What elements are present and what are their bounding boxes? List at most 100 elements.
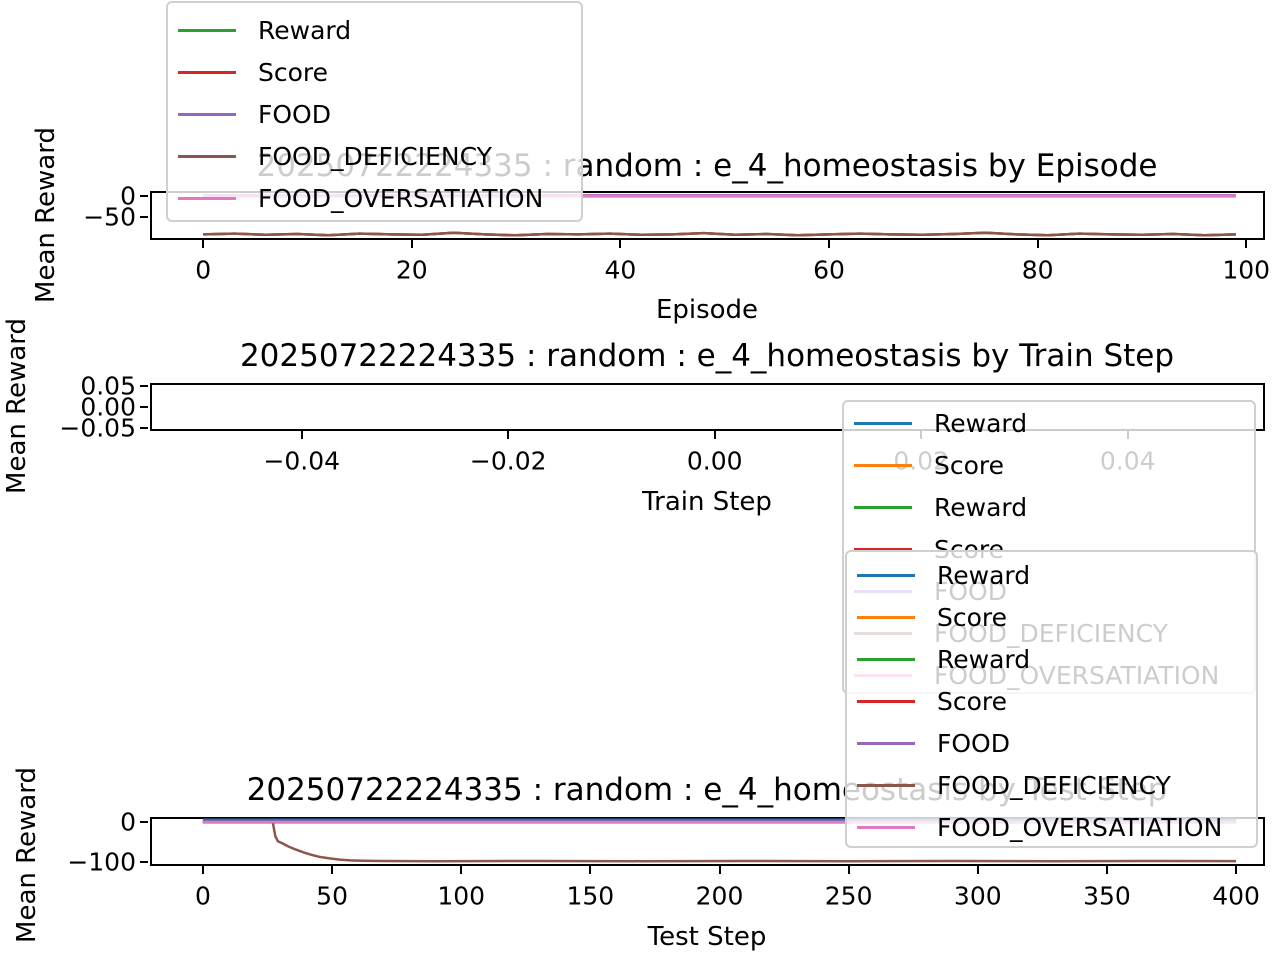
x-tick-label: 40 [604,255,637,285]
y-tick-label: 0.05 [80,371,136,401]
x-tick-label: 100 [1222,255,1271,285]
y-tick-mark [140,216,148,219]
legend-label: FOOD [937,728,1010,758]
y-tick-label: −100 [67,847,136,877]
x-tick-label: −0.02 [469,446,547,476]
y-tick-mark [140,861,148,863]
series-line-food_deficiency [202,820,1237,863]
plot-area [150,383,1265,431]
legend-label: Score [258,57,329,87]
x-tick-mark [300,431,303,439]
x-tick-mark [718,866,721,874]
legend-line-swatch [178,154,236,158]
legend-entry: Reward [847,554,1256,596]
y-tick-mark [140,426,148,429]
x-tick-label: 300 [953,881,1002,911]
x-tick-mark [1036,240,1039,248]
legend-line-swatch [857,825,915,829]
plot-area [150,191,1265,240]
y-tick-mark [140,194,148,197]
legend-entry: Reward [168,9,581,51]
legend-entry: Reward [847,638,1256,680]
x-tick-label: 400 [1212,881,1260,911]
y-tick-label: 0 [120,807,136,837]
y-tick-label: 0.00 [80,392,136,422]
series-line-food_deficiency [203,231,1236,237]
x-tick-label: 50 [316,881,348,911]
legend-line-swatch [178,196,236,200]
legend-entry: Score [168,51,581,93]
legend-line-swatch [854,421,912,425]
legend-line-swatch [857,615,915,619]
legend-label: Reward [934,492,1028,522]
x-tick-mark [828,240,830,248]
legend-label: Score [937,602,1008,632]
legend: Reward Score Reward Score FOOD FOOD_DEFICIENC… [845,550,1258,848]
y-tick-label: −50 [83,202,136,232]
legend-entry: FOOD [847,722,1256,764]
x-tick-label: 0 [194,881,211,911]
x-axis-label: Train Step [642,487,772,517]
x-tick-mark [1105,866,1108,874]
legend-label: FOOD [258,99,331,129]
x-tick-mark [713,431,716,439]
legend-line-swatch [178,112,236,116]
legend-label: FOOD_DEFICIENCY [937,770,1171,800]
legend-line-swatch [857,699,915,703]
x-tick-mark [410,240,413,248]
x-tick-label: 350 [1083,881,1131,911]
legend-entry: FOOD_DEFICIENCY [168,135,581,177]
legend-line-swatch [857,783,915,787]
y-tick-label: 0 [120,181,136,211]
plot-title: 20250722224335 : random : e_4_homeostasi… [239,338,1175,374]
x-tick-mark [460,866,463,874]
x-tick-label: 200 [695,881,744,911]
x-tick-mark [507,431,510,439]
legend-line-swatch [857,573,915,577]
legend-label: Reward [937,644,1031,674]
legend-line-swatch [857,657,915,661]
legend-entry: Score [847,596,1256,638]
legend-line-swatch [857,741,915,745]
y-tick-mark [140,406,148,408]
x-tick-mark [331,866,334,874]
y-tick-mark [140,385,148,388]
x-tick-label: 0.00 [686,446,743,476]
legend-entry: FOOD_DEFICIENCY [847,764,1256,806]
legend-label: Reward [934,408,1028,438]
x-tick-mark [976,866,979,874]
legend-line-swatch [854,547,912,551]
legend-entry: FOOD [168,93,581,135]
legend-label: Reward [258,15,352,45]
x-tick-label: 0 [195,255,212,285]
legend: Reward Score FOOD FOOD_DEFICIENCY FOOD_OVERS… [166,1,583,222]
legend-label: Reward [937,560,1031,590]
x-tick-mark [202,240,205,248]
legend-label: FOOD_OVERSATIATION [258,183,544,213]
legend-label: Score [937,686,1008,716]
legend-line-swatch [854,505,912,509]
x-axis-label: Test Step [647,922,767,952]
legend-entry: Reward [844,486,1254,528]
x-tick-mark [847,866,850,874]
x-tick-label: 60 [813,255,845,285]
x-tick-label: 250 [824,881,873,911]
legend-label: Score [934,450,1005,480]
legend-entry: Score [847,680,1256,722]
x-tick-mark [1235,866,1238,874]
legend-line-swatch [854,463,912,467]
legend-entry: Score [844,444,1254,486]
x-tick-label: 20 [395,255,428,285]
x-tick-mark [619,240,622,248]
x-tick-label: 100 [437,881,486,911]
x-tick-mark [201,866,204,874]
legend-line-swatch [178,70,236,74]
legend-entry: FOOD_OVERSATIATION [847,806,1256,848]
x-tick-mark [589,866,592,874]
legend-entry: Reward [844,402,1254,444]
plot-area [150,817,1265,866]
x-tick-label: −0.04 [263,446,341,476]
y-tick-label: −0.05 [59,413,136,443]
x-tick-mark [1245,240,1248,248]
